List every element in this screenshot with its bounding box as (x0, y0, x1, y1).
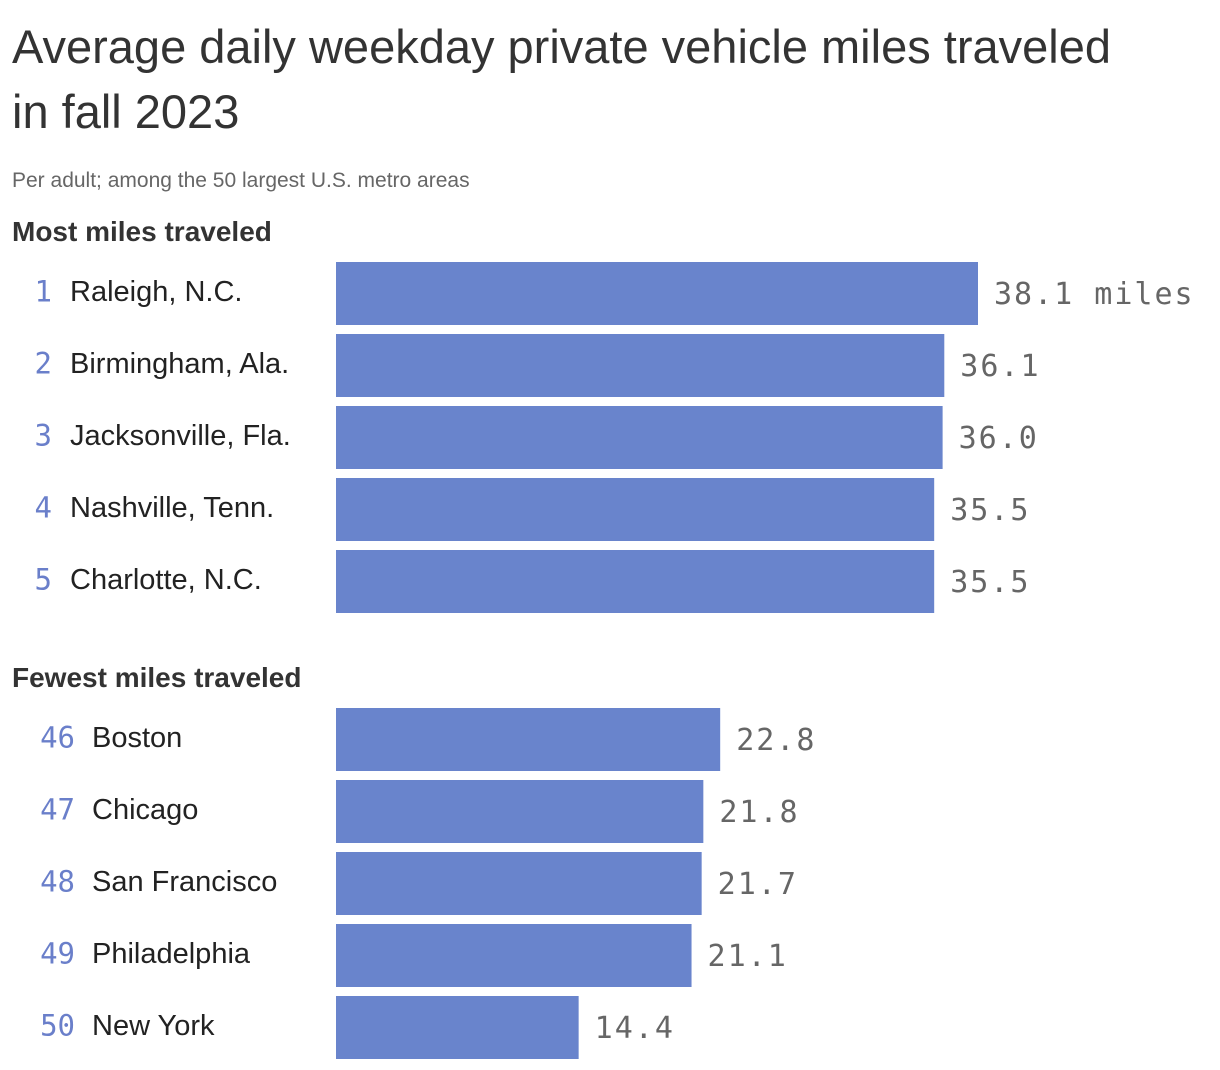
category-label-47: Chicago (92, 794, 198, 826)
category-label-4: Nashville, Tenn. (70, 492, 274, 524)
chart-title: Average daily weekday private vehicle mi… (12, 20, 1111, 138)
value-label-2: 36.1 (960, 349, 1040, 384)
category-label-50: New York (92, 1010, 215, 1042)
bar-48 (336, 852, 702, 915)
bar-47 (336, 780, 704, 843)
bar-50 (336, 996, 579, 1059)
rank-label-49: 49 (40, 937, 75, 971)
bar-3 (336, 406, 943, 469)
section-heading-most: Most miles traveled (12, 216, 272, 247)
bar-2 (336, 334, 945, 397)
value-label-50: 14.4 (595, 1011, 675, 1046)
value-label-48: 21.7 (718, 867, 798, 902)
bar-4 (336, 478, 935, 541)
value-label-4: 35.5 (950, 493, 1030, 528)
rank-label-4: 4 (35, 491, 52, 525)
bar-1 (336, 262, 978, 325)
category-label-46: Boston (92, 722, 182, 754)
category-label-5: Charlotte, N.C. (70, 564, 262, 596)
category-label-3: Jacksonville, Fla. (70, 420, 291, 452)
category-label-48: San Francisco (92, 866, 277, 898)
rank-label-48: 48 (40, 865, 75, 899)
rank-label-1: 1 (35, 275, 52, 309)
value-label-49: 21.1 (708, 939, 788, 974)
value-label-46: 22.8 (736, 723, 816, 758)
bar-49 (336, 924, 692, 987)
rank-label-46: 46 (40, 721, 75, 755)
rank-label-2: 2 (35, 347, 52, 381)
category-label-2: Birmingham, Ala. (70, 348, 289, 380)
value-label-47: 21.8 (719, 795, 799, 830)
rank-label-50: 50 (40, 1009, 75, 1043)
chart-subtitle: Per adult; among the 50 largest U.S. met… (12, 169, 470, 192)
rank-label-3: 3 (35, 419, 52, 453)
rank-label-47: 47 (40, 793, 75, 827)
value-label-3: 36.0 (959, 421, 1039, 456)
value-label-1: 38.1 miles (994, 277, 1195, 312)
bar-46 (336, 708, 721, 771)
value-label-5: 35.5 (950, 565, 1030, 600)
category-label-1: Raleigh, N.C. (70, 276, 242, 308)
category-label-49: Philadelphia (92, 938, 251, 970)
bar-5 (336, 550, 935, 613)
section-heading-fewest: Fewest miles traveled (12, 662, 302, 693)
rank-label-5: 5 (35, 563, 52, 597)
